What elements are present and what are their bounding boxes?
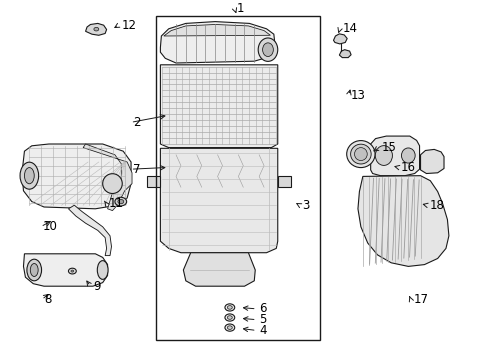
Text: 5: 5: [259, 313, 266, 326]
Circle shape: [227, 306, 232, 309]
Circle shape: [224, 314, 234, 321]
Ellipse shape: [102, 174, 122, 194]
Circle shape: [224, 324, 234, 331]
Ellipse shape: [20, 162, 39, 189]
Circle shape: [71, 270, 74, 272]
Text: 11: 11: [108, 197, 123, 210]
Polygon shape: [83, 144, 132, 211]
Circle shape: [227, 326, 232, 329]
Circle shape: [94, 27, 99, 31]
Polygon shape: [146, 176, 160, 187]
Ellipse shape: [354, 148, 366, 161]
Polygon shape: [160, 65, 277, 148]
Text: 13: 13: [350, 89, 365, 102]
Polygon shape: [23, 254, 107, 286]
Polygon shape: [183, 253, 255, 286]
Polygon shape: [160, 148, 277, 253]
Polygon shape: [339, 50, 350, 58]
Circle shape: [115, 197, 126, 206]
Text: 1: 1: [237, 3, 244, 15]
Text: 2: 2: [133, 116, 140, 129]
Polygon shape: [333, 34, 346, 44]
Polygon shape: [160, 22, 274, 63]
Text: 3: 3: [302, 199, 309, 212]
Text: 7: 7: [133, 163, 140, 176]
Ellipse shape: [401, 148, 414, 163]
Polygon shape: [370, 136, 419, 176]
Text: 10: 10: [43, 220, 58, 233]
Ellipse shape: [24, 168, 34, 184]
Polygon shape: [277, 176, 291, 187]
Text: 12: 12: [121, 19, 136, 32]
Ellipse shape: [346, 140, 374, 168]
Circle shape: [118, 199, 123, 204]
Text: 9: 9: [93, 280, 100, 293]
Text: 16: 16: [400, 161, 415, 174]
Ellipse shape: [374, 145, 391, 166]
Polygon shape: [68, 205, 111, 256]
Text: 4: 4: [259, 324, 266, 337]
Polygon shape: [357, 176, 448, 266]
Bar: [155, 16, 320, 340]
Ellipse shape: [30, 264, 38, 276]
Text: 8: 8: [44, 293, 51, 306]
Text: 6: 6: [259, 302, 266, 315]
Ellipse shape: [27, 259, 41, 281]
Circle shape: [68, 268, 76, 274]
Text: 17: 17: [412, 293, 427, 306]
Polygon shape: [163, 24, 270, 36]
Ellipse shape: [262, 43, 273, 57]
Circle shape: [227, 316, 232, 319]
Text: 15: 15: [381, 141, 395, 154]
Circle shape: [224, 304, 234, 311]
Polygon shape: [85, 23, 106, 35]
Polygon shape: [22, 144, 131, 209]
Ellipse shape: [97, 261, 108, 279]
Ellipse shape: [350, 144, 370, 164]
Polygon shape: [420, 149, 443, 174]
Text: 14: 14: [342, 22, 357, 35]
Text: 18: 18: [428, 199, 443, 212]
Ellipse shape: [258, 38, 277, 61]
